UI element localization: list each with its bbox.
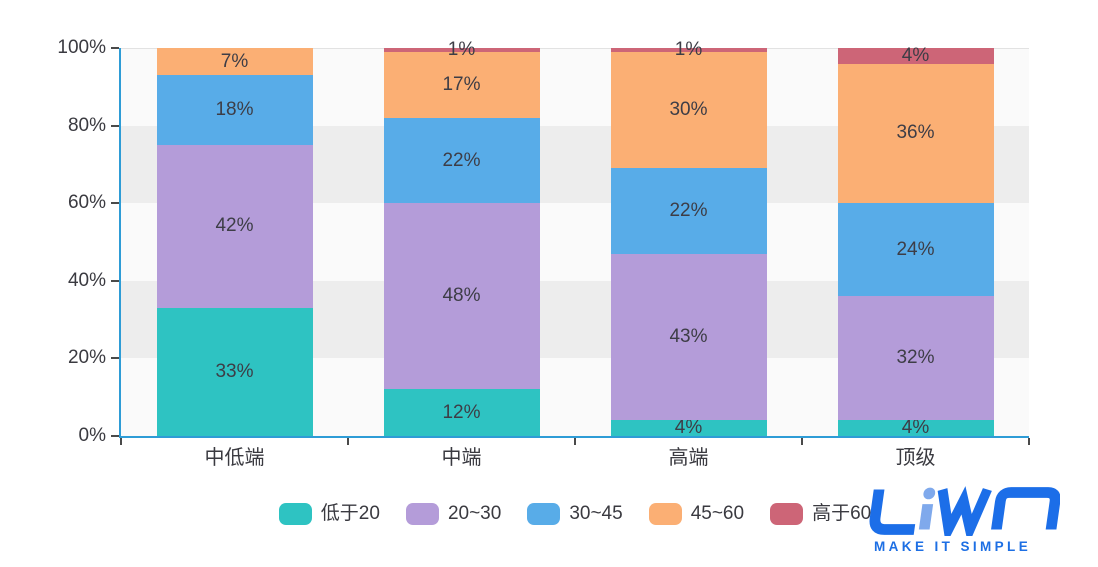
bar-segment (837, 203, 994, 297)
legend-item[interactable]: 高于60 (770, 503, 871, 525)
bar-segment (837, 420, 994, 436)
legend-label: 30~45 (569, 503, 623, 524)
y-axis-label: 80% (67, 114, 106, 136)
legend-item[interactable]: 20~30 (405, 503, 502, 525)
bar-segment (610, 48, 767, 52)
y-axis-tick (111, 435, 119, 437)
bar-segment (837, 63, 994, 204)
bar-segment (156, 145, 313, 308)
y-axis-tick (111, 47, 119, 49)
y-axis-tick (111, 202, 119, 205)
x-axis-label: 高端 (668, 447, 709, 469)
y-axis-label: 20% (67, 347, 106, 369)
bar-segment (383, 117, 540, 204)
y-axis-tick (111, 279, 119, 282)
bar-segment (156, 307, 313, 436)
logo-tagline: MAKE IT SIMPLE (874, 539, 1032, 554)
bar-segment (383, 51, 540, 118)
x-axis-label: 中低端 (204, 447, 265, 469)
y-axis-label: 40% (67, 269, 106, 291)
legend-swatch (770, 503, 804, 525)
bar-segment (383, 203, 540, 390)
x-axis-label: 顶级 (895, 447, 936, 469)
legend-item[interactable]: 低于20 (278, 503, 380, 525)
bar-segment (610, 420, 767, 436)
bar-segment (383, 389, 540, 436)
x-axis-tick (801, 438, 803, 445)
bar-segment (837, 48, 994, 64)
x-axis-tick (1028, 438, 1030, 445)
x-axis-tick (574, 438, 576, 445)
x-axis-line (119, 436, 1029, 438)
y-axis-tick (111, 357, 119, 360)
y-axis-label: 60% (67, 192, 106, 214)
legend-swatch (405, 503, 439, 525)
y-axis-line (119, 48, 121, 438)
x-axis-label: 中端 (441, 447, 482, 469)
legend-item[interactable]: 30~45 (527, 503, 623, 525)
legend-label: 20~30 (447, 503, 502, 524)
bar-segment (383, 48, 540, 52)
y-axis-tick (111, 124, 119, 127)
x-axis-tick (120, 438, 122, 445)
bar-segment (837, 296, 994, 421)
y-axis-label: 0% (78, 425, 106, 446)
gridline-100 (121, 48, 1029, 49)
legend-item[interactable]: 45~60 (648, 503, 745, 525)
bar-segment (156, 75, 313, 145)
brand-logo: MAKE IT SIMPLE (860, 486, 1066, 554)
legend-swatch (278, 503, 312, 525)
legend-swatch (648, 503, 682, 525)
y-axis-label: 100% (57, 37, 106, 58)
legend-label: 低于20 (320, 503, 380, 524)
liwa-logo-icon (869, 486, 1060, 536)
bar-segment (610, 51, 767, 169)
legend-label: 45~60 (690, 503, 745, 524)
bar-segment (610, 253, 767, 421)
bar-segment (156, 48, 313, 76)
chart-legend: 低于20 20~30 30~45 45~60 高于60 (121, 503, 1029, 525)
bar-segment (610, 168, 767, 254)
legend-label: 高于60 (812, 503, 872, 524)
legend-swatch (527, 503, 561, 525)
x-axis-tick (347, 438, 349, 445)
